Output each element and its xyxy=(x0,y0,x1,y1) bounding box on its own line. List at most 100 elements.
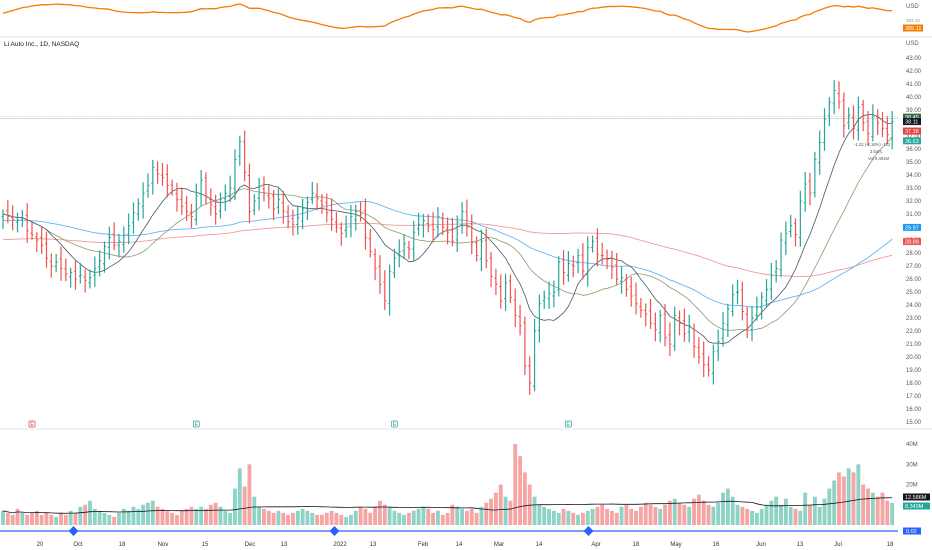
ohlc-bar xyxy=(54,253,58,273)
volume-bar xyxy=(194,508,199,525)
ohlc-bar xyxy=(735,279,740,305)
volume-bar xyxy=(242,486,247,525)
volume-bar xyxy=(624,504,629,525)
timeline-scrollbar[interactable]: 0.02 xyxy=(0,526,921,536)
volume-bar xyxy=(102,512,107,525)
volume-bar xyxy=(281,512,286,525)
oscillator-panel: USD 393.18 385.11 xyxy=(0,0,923,36)
earnings-event-marker[interactable]: E xyxy=(391,420,398,428)
ohlc-bar xyxy=(528,356,532,395)
volume-bar xyxy=(730,496,735,525)
volume-bar xyxy=(585,510,590,525)
price-tick-label: 27.00 xyxy=(906,264,922,270)
ohlc-bar xyxy=(436,207,440,238)
ohlc-bar xyxy=(576,248,580,274)
ohlc-bar xyxy=(286,205,290,229)
ohlc-bar xyxy=(252,193,256,216)
volume-bar xyxy=(450,504,455,525)
volume-tick-label: 40M xyxy=(906,442,918,448)
ohlc-bar xyxy=(349,204,353,238)
earnings-event-marker[interactable]: E xyxy=(192,420,200,428)
volume-bar xyxy=(233,488,237,525)
time-tick-label: Oct xyxy=(73,542,83,548)
ohlc-bar xyxy=(20,209,24,228)
ohlc-bar xyxy=(663,304,667,347)
earnings-event-marker[interactable]: E xyxy=(28,420,36,428)
ohlc-bar xyxy=(702,341,706,378)
volume-tag-box-1 xyxy=(903,493,930,501)
price-tag: 28.88 xyxy=(903,238,921,246)
svg-text:29.97: 29.97 xyxy=(905,225,919,231)
ohlc-bar xyxy=(102,241,107,273)
ohlc-bar xyxy=(368,228,372,258)
ohlc-bar xyxy=(692,323,696,358)
volume-bar xyxy=(518,456,523,525)
volume-bar xyxy=(382,504,387,525)
volume-bar xyxy=(658,508,663,525)
ohlc-bar xyxy=(557,256,561,297)
ohlc-bar xyxy=(479,229,484,272)
price-tick-label: 39.00 xyxy=(906,108,922,114)
price-tick-label: 33.00 xyxy=(906,186,922,192)
ohlc-bar xyxy=(673,306,677,352)
ohlc-bar xyxy=(44,231,49,268)
volume-bar xyxy=(189,506,194,525)
time-tick-label: 18 xyxy=(633,542,640,548)
ohlc-bar xyxy=(378,255,382,294)
volume-bar xyxy=(416,508,421,525)
ohlc-bar xyxy=(566,251,570,282)
ohlc-bar xyxy=(871,104,875,142)
time-axis[interactable]: 20 Oct 18 Nov 15 Dec 13 2022 13 Feb 14 Mar 14 Apr 18 Ma… xyxy=(37,542,894,548)
volume-bar xyxy=(614,512,619,525)
earnings-event-marker[interactable]: E xyxy=(565,420,572,428)
oscillator-tag-1: 393.18 xyxy=(906,18,920,23)
ohlc-bar xyxy=(465,199,469,237)
volume-bar xyxy=(576,514,580,525)
time-tick-label: Nov xyxy=(158,542,169,548)
ohlc-bar xyxy=(107,226,111,260)
volume-bar xyxy=(59,512,63,525)
volume-bar xyxy=(822,498,827,525)
ohlc-bar xyxy=(412,220,416,261)
ohlc-bar xyxy=(658,309,662,343)
ohlc-bar xyxy=(214,194,218,225)
time-tick-label: 13 xyxy=(281,542,288,548)
volume-bar xyxy=(88,500,92,525)
volume-tag-box-2 xyxy=(903,502,930,510)
ohlc-bar xyxy=(532,318,537,392)
ohlc-bar xyxy=(204,172,208,205)
ohlc-bar xyxy=(59,246,63,281)
ohlc-bar xyxy=(837,81,841,109)
ohlc-bar xyxy=(779,232,783,278)
scrollbar-handle-3[interactable] xyxy=(583,526,594,536)
volume-bar xyxy=(155,506,160,525)
ohlc-bar xyxy=(199,170,203,207)
ohlc-bar xyxy=(518,304,522,336)
volume-bar xyxy=(300,508,305,525)
ohlc-bar xyxy=(552,280,556,308)
price-tag: 37.38 xyxy=(903,127,921,135)
ohlc-bar xyxy=(262,176,266,202)
scrollbar-handle-1[interactable] xyxy=(68,526,79,536)
price-panel[interactable]: Li Auto Inc., 1D, NASDAQ USD 43.00 42.00 4… xyxy=(0,41,922,428)
ohlc-bar xyxy=(170,179,174,196)
volume-bar xyxy=(324,512,329,525)
volume-bar xyxy=(363,508,368,525)
ohlc-bar xyxy=(310,181,314,205)
volume-bar xyxy=(793,508,798,525)
volume-bar xyxy=(846,468,851,525)
ohlc-bar xyxy=(344,215,348,238)
ohlc-bar xyxy=(69,267,73,288)
volume-bar xyxy=(875,496,880,525)
ohlc-bar xyxy=(131,202,136,234)
volume-bars xyxy=(1,444,895,525)
volume-bar xyxy=(344,516,349,525)
ohlc-bar xyxy=(890,111,894,150)
scrollbar-handle-2[interactable] xyxy=(329,526,340,536)
ohlc-bar xyxy=(315,183,319,211)
time-tick-label: Mar xyxy=(494,542,504,548)
volume-bar xyxy=(711,506,716,525)
